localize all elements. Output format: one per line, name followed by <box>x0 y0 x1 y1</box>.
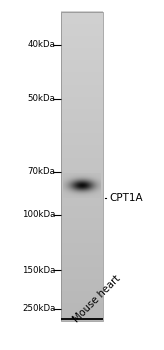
Text: 100kDa: 100kDa <box>22 210 55 219</box>
Text: 40kDa: 40kDa <box>28 40 55 49</box>
Bar <box>61 318 103 320</box>
Text: 250kDa: 250kDa <box>22 304 55 313</box>
Text: 70kDa: 70kDa <box>28 167 55 176</box>
Text: CPT1A: CPT1A <box>109 193 143 203</box>
Text: 150kDa: 150kDa <box>22 266 55 275</box>
Text: Mouse heart: Mouse heart <box>72 273 123 324</box>
Bar <box>61 12 103 321</box>
Text: 50kDa: 50kDa <box>28 94 55 103</box>
